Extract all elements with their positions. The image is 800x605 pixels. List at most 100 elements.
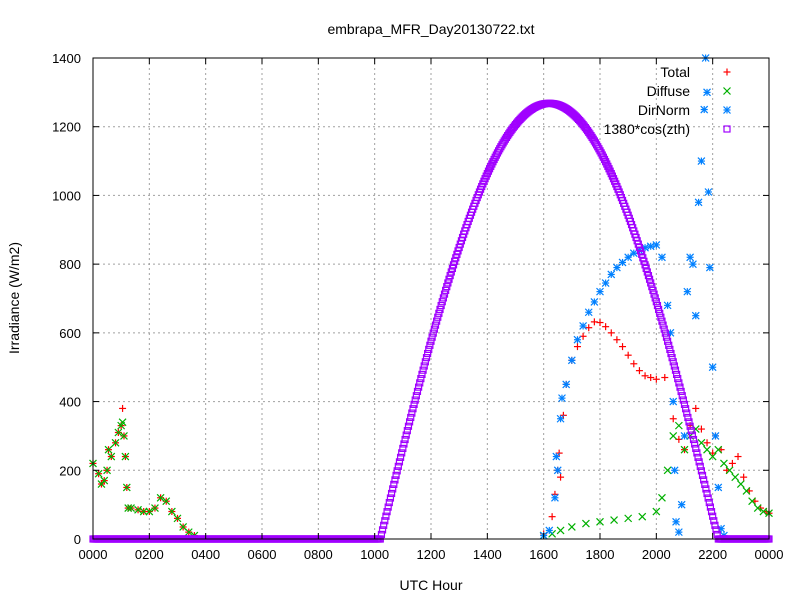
data-point	[706, 503, 715, 511]
data-point	[489, 158, 497, 166]
data-point	[556, 526, 565, 535]
data-point	[416, 379, 424, 387]
data-point	[689, 260, 697, 269]
data-point	[596, 319, 604, 327]
data-point	[677, 500, 686, 509]
legend-label: 1380*cos(zth)	[604, 121, 690, 137]
data-point	[630, 360, 638, 368]
data-point	[436, 305, 444, 314]
data-point	[662, 333, 671, 341]
data-point	[712, 526, 720, 534]
legend: Total Diffuse DirNorm 1380*cos(zth)	[604, 64, 731, 137]
data-point	[424, 349, 432, 358]
y-tick-label: 800	[59, 257, 81, 272]
data-point	[683, 287, 692, 296]
data-point	[400, 440, 408, 448]
data-point	[377, 530, 386, 539]
data-point	[709, 512, 717, 520]
series-1380-cos-zth	[89, 99, 773, 543]
data-point	[652, 298, 660, 306]
data-point	[403, 427, 411, 435]
data-point	[647, 374, 655, 382]
data-point	[705, 263, 714, 272]
grid	[93, 58, 769, 539]
data-point	[652, 375, 660, 383]
data-point	[682, 405, 690, 413]
data-point	[590, 318, 598, 326]
x-tick-label: 1000	[360, 547, 389, 562]
data-point	[596, 517, 604, 526]
data-point	[663, 301, 672, 310]
legend-label: Total	[660, 64, 690, 80]
data-point	[391, 476, 399, 484]
data-point	[394, 462, 402, 470]
data-point	[425, 345, 433, 353]
data-point	[442, 286, 450, 294]
data-point	[573, 343, 581, 351]
legend-label: Diffuse	[647, 83, 691, 99]
data-point	[728, 459, 736, 467]
data-point	[551, 493, 559, 502]
data-point	[167, 507, 176, 516]
data-point	[704, 188, 713, 196]
data-point	[103, 466, 112, 475]
data-point	[410, 400, 418, 408]
data-point	[668, 354, 676, 362]
data-point	[736, 480, 745, 488]
data-point	[703, 445, 711, 454]
data-point	[688, 431, 696, 439]
data-point	[670, 362, 678, 370]
data-point	[700, 105, 709, 114]
y-tick-label: 400	[59, 395, 81, 410]
x-tick-label: 0800	[304, 547, 333, 562]
data-point	[686, 253, 695, 262]
data-point	[601, 279, 610, 287]
legend-marker	[723, 68, 731, 76]
data-point	[671, 366, 680, 374]
data-point	[411, 396, 419, 404]
data-point	[677, 387, 685, 396]
data-point	[697, 467, 706, 475]
data-point	[648, 283, 656, 291]
data-point	[384, 503, 392, 511]
data-point	[584, 308, 593, 317]
data-point	[440, 290, 449, 298]
x-tick-label: 1800	[586, 547, 615, 562]
x-tick-label: 0200	[135, 547, 164, 562]
data-point	[434, 313, 442, 321]
data-point	[708, 452, 717, 461]
y-tick-label: 1000	[52, 188, 81, 203]
series-diffuse	[89, 418, 773, 540]
data-point	[444, 279, 452, 287]
data-point	[426, 341, 434, 349]
data-point	[669, 432, 678, 440]
data-point	[652, 507, 661, 516]
x-tick-label: 1600	[529, 547, 558, 562]
data-point	[122, 483, 131, 492]
data-point	[665, 341, 673, 349]
data-point	[661, 329, 669, 337]
data-point	[382, 512, 390, 520]
data-point	[380, 521, 388, 529]
data-point	[670, 466, 679, 475]
data-point	[695, 458, 703, 466]
data-point	[429, 329, 437, 337]
data-point	[562, 380, 571, 389]
data-point	[700, 476, 708, 484]
data-point	[156, 493, 165, 502]
series-dirnorm	[539, 54, 728, 540]
data-point	[651, 294, 659, 302]
data-point	[702, 485, 710, 493]
data-point	[100, 476, 109, 485]
data-point	[701, 480, 709, 488]
data-point	[675, 379, 683, 387]
y-tick-label: 600	[59, 326, 81, 341]
data-point	[691, 440, 699, 448]
data-point	[412, 392, 420, 400]
data-point	[431, 321, 440, 329]
data-point	[659, 321, 667, 329]
legend-marker	[723, 125, 731, 133]
data-point	[656, 309, 664, 317]
